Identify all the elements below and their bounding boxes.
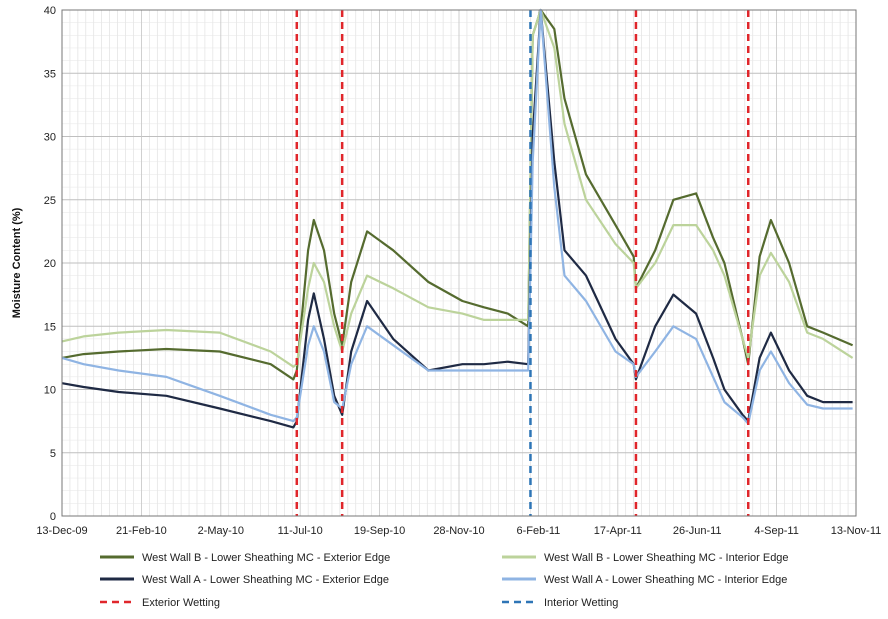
legend-item: West Wall B - Lower Sheathing MC - Exter… (100, 552, 390, 564)
legend-label: West Wall B - Lower Sheathing MC - Exter… (142, 552, 390, 564)
y-tick-label: 5 (50, 448, 56, 460)
wetting-event-lines (295, 10, 750, 516)
series-line-3 (61, 8, 853, 429)
series-lines (61, 8, 854, 429)
x-tick-label: 26-Jun-11 (673, 525, 722, 537)
legend-item: West Wall A - Lower Sheathing MC - Exter… (100, 574, 389, 586)
y-tick-label: 40 (44, 5, 56, 17)
series-line-2 (61, 8, 854, 368)
legend-item: West Wall A - Lower Sheathing MC - Inter… (502, 574, 787, 586)
legend-label: West Wall A - Lower Sheathing MC - Inter… (544, 574, 787, 586)
y-tick-label: 25 (44, 195, 56, 207)
y-tick-label: 30 (44, 132, 56, 144)
y-tick-label: 10 (44, 385, 56, 397)
x-tick-label: 13-Nov-11 (831, 525, 882, 537)
y-tick-label: 20 (44, 258, 56, 270)
series-line-1 (61, 8, 854, 381)
x-tick-label: 13-Dec-09 (36, 525, 87, 537)
legend-label: Interior Wetting (544, 597, 618, 609)
legend-label: West Wall B - Lower Sheathing MC - Inter… (544, 552, 789, 564)
y-tick-labels: 0 5 10 15 20 25 30 35 40 (44, 5, 56, 523)
x-tick-label: 2-May-10 (198, 525, 244, 537)
legend: West Wall B - Lower Sheathing MC - Exter… (100, 552, 789, 609)
legend-label: West Wall A - Lower Sheathing MC - Exter… (142, 574, 389, 586)
x-tick-label: 21-Feb-10 (116, 525, 167, 537)
legend-item: Exterior Wetting (100, 597, 220, 609)
x-tick-label: 4-Sep-11 (754, 525, 798, 537)
legend-label: Exterior Wetting (142, 597, 220, 609)
legend-item: West Wall B - Lower Sheathing MC - Inter… (502, 552, 789, 564)
y-tick-label: 35 (44, 68, 56, 80)
x-tick-label: 28-Nov-10 (433, 525, 484, 537)
y-axis-title: Moisture Content (%) (11, 207, 23, 318)
x-tick-labels: 13-Dec-09 21-Feb-10 2-May-10 11-Jul-10 19-Se… (36, 525, 881, 537)
y-tick-label: 15 (44, 321, 56, 333)
legend-item: Interior Wetting (502, 597, 618, 609)
x-tick-label: 17-Apr-11 (594, 525, 642, 537)
y-tick-label: 0 (50, 511, 56, 523)
x-tick-label: 6-Feb-11 (516, 525, 560, 537)
x-tick-label: 11-Jul-10 (278, 525, 323, 537)
plot-area-border (61, 9, 857, 517)
series-line-4 (61, 8, 853, 425)
x-tick-label: 19-Sep-10 (354, 525, 405, 537)
